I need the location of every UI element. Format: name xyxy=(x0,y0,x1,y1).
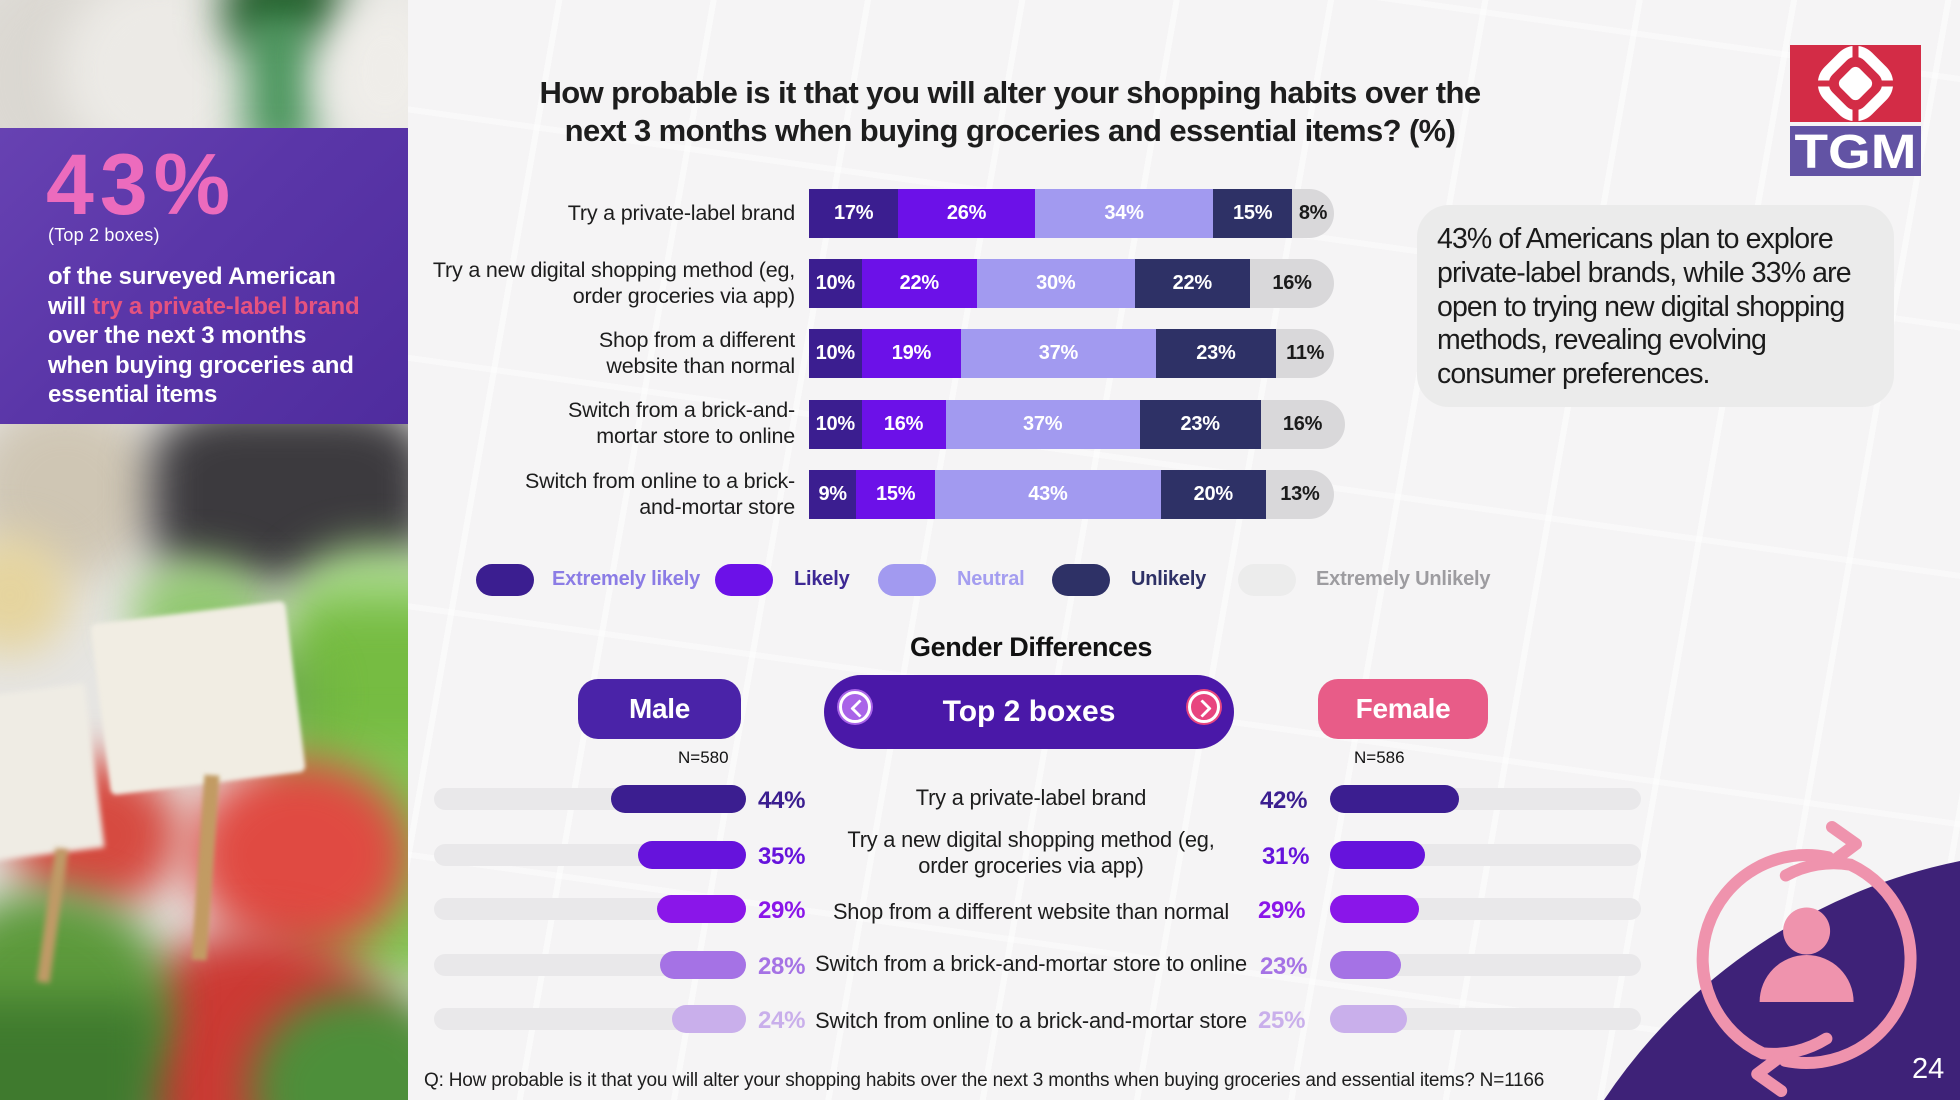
svg-text:TGM: TGM xyxy=(1795,126,1917,176)
